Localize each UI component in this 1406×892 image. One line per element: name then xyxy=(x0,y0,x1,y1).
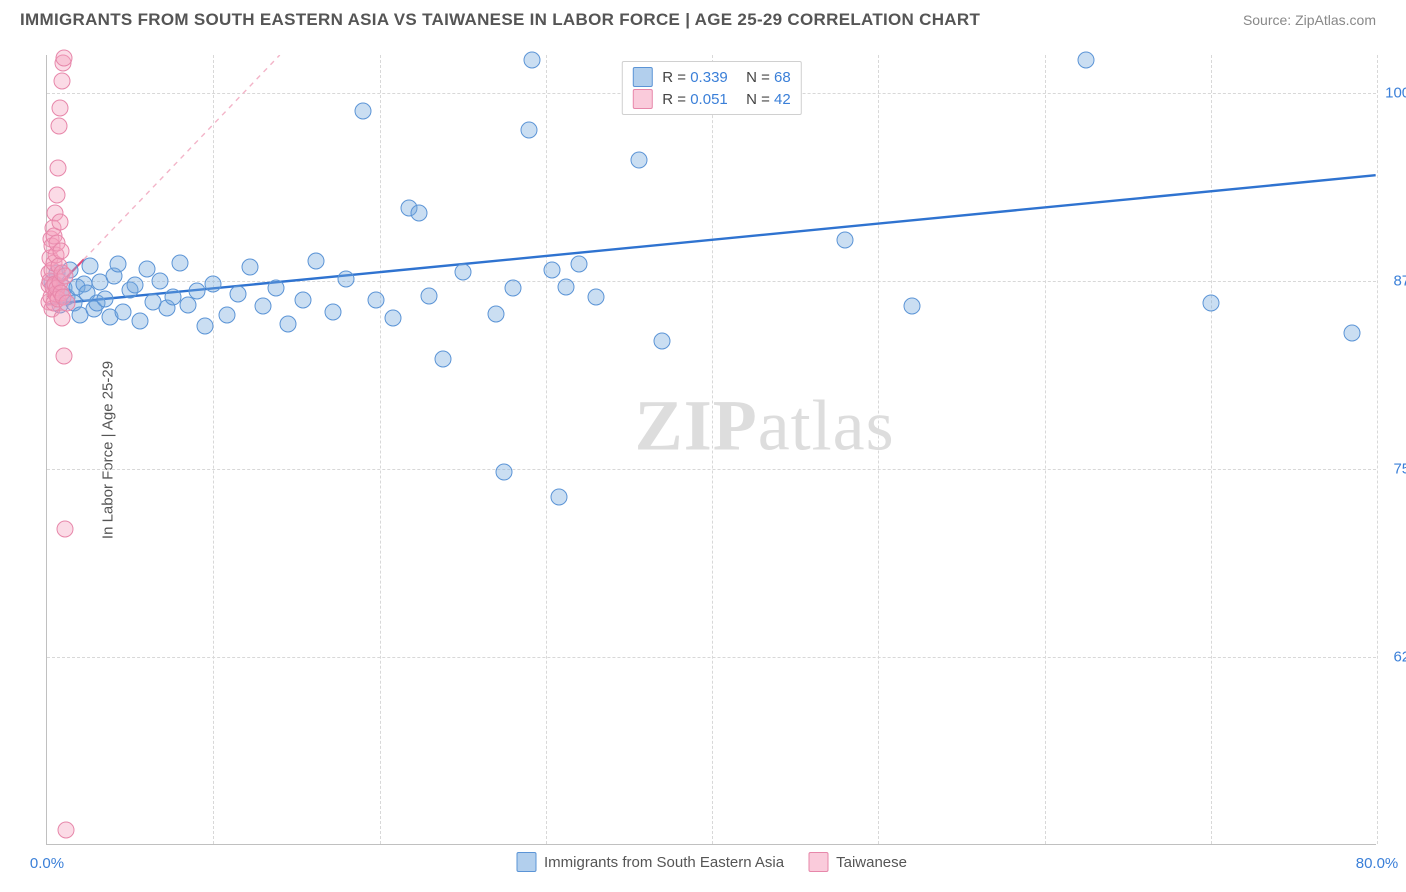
data-point xyxy=(434,350,451,367)
data-point xyxy=(230,286,247,303)
watermark: ZIPatlas xyxy=(635,384,895,467)
swatch-blue-icon xyxy=(516,852,536,872)
data-point xyxy=(587,289,604,306)
data-point xyxy=(571,256,588,273)
data-point xyxy=(53,72,70,89)
y-axis-label: In Labor Force | Age 25-29 xyxy=(100,360,117,538)
data-point xyxy=(205,275,222,292)
vgrid-line xyxy=(1377,55,1378,844)
data-point xyxy=(55,347,72,364)
data-point xyxy=(172,254,189,271)
data-point xyxy=(48,186,65,203)
vgrid-line xyxy=(546,55,547,844)
data-point xyxy=(368,292,385,309)
y-tick-label: 75.0% xyxy=(1393,460,1406,477)
swatch-pink-icon xyxy=(808,852,828,872)
data-point xyxy=(268,280,285,297)
vgrid-line xyxy=(213,55,214,844)
data-point xyxy=(1344,325,1361,342)
data-point xyxy=(338,271,355,288)
data-point xyxy=(255,298,272,315)
y-tick-label: 62.5% xyxy=(1393,648,1406,665)
legend-item-pink: Taiwanese xyxy=(808,852,907,872)
data-point xyxy=(324,304,341,321)
data-point xyxy=(1078,51,1095,68)
data-point xyxy=(454,263,471,280)
data-point xyxy=(903,298,920,315)
data-point xyxy=(57,268,74,285)
data-point xyxy=(49,159,66,176)
data-point xyxy=(82,257,99,274)
data-point xyxy=(1202,295,1219,312)
source-text: Source: ZipAtlas.com xyxy=(1243,12,1376,28)
data-point xyxy=(218,307,235,324)
data-point xyxy=(56,521,73,538)
data-point xyxy=(504,280,521,297)
data-point xyxy=(496,463,513,480)
data-point xyxy=(58,821,75,838)
legend-item-blue: Immigrants from South Eastern Asia xyxy=(516,852,784,872)
data-point xyxy=(58,295,75,312)
data-point xyxy=(551,489,568,506)
data-point xyxy=(110,256,127,273)
legend-row-blue: R = 0.339 N = 68 xyxy=(632,66,790,88)
data-point xyxy=(56,50,73,67)
correlation-legend: R = 0.339 N = 68 R = 0.051 N = 42 xyxy=(621,61,801,115)
y-tick-label: 100.0% xyxy=(1385,84,1406,101)
vgrid-line xyxy=(878,55,879,844)
data-point xyxy=(51,117,68,134)
swatch-blue-icon xyxy=(632,67,652,87)
vgrid-line xyxy=(712,55,713,844)
x-tick-label: 0.0% xyxy=(30,855,64,872)
data-point xyxy=(521,122,538,139)
data-point xyxy=(196,317,213,334)
y-tick-label: 87.5% xyxy=(1393,272,1406,289)
legend-row-pink: R = 0.051 N = 42 xyxy=(632,88,790,110)
data-point xyxy=(241,259,258,276)
data-point xyxy=(487,305,504,322)
data-point xyxy=(115,304,132,321)
data-point xyxy=(557,278,574,295)
vgrid-line xyxy=(1211,55,1212,844)
data-point xyxy=(152,272,169,289)
data-point xyxy=(295,292,312,309)
data-point xyxy=(837,232,854,249)
data-point xyxy=(127,277,144,294)
data-point xyxy=(53,310,70,327)
data-point xyxy=(132,313,149,330)
data-point xyxy=(421,287,438,304)
data-point xyxy=(97,290,114,307)
vgrid-line xyxy=(380,55,381,844)
swatch-pink-icon xyxy=(632,89,652,109)
data-point xyxy=(654,332,671,349)
data-point xyxy=(630,152,647,169)
data-point xyxy=(384,310,401,327)
data-point xyxy=(280,316,297,333)
data-point xyxy=(411,205,428,222)
data-point xyxy=(188,283,205,300)
x-tick-label: 80.0% xyxy=(1356,855,1399,872)
chart-plot-area: ZIPatlas In Labor Force | Age 25-29 62.5… xyxy=(46,55,1376,845)
data-point xyxy=(53,242,70,259)
data-point xyxy=(51,214,68,231)
chart-title: IMMIGRANTS FROM SOUTH EASTERN ASIA VS TA… xyxy=(20,10,980,30)
data-point xyxy=(52,99,69,116)
data-point xyxy=(354,102,371,119)
series-legend: Immigrants from South Eastern Asia Taiwa… xyxy=(516,852,907,872)
vgrid-line xyxy=(1045,55,1046,844)
data-point xyxy=(308,253,325,270)
data-point xyxy=(524,51,541,68)
data-point xyxy=(544,262,561,279)
